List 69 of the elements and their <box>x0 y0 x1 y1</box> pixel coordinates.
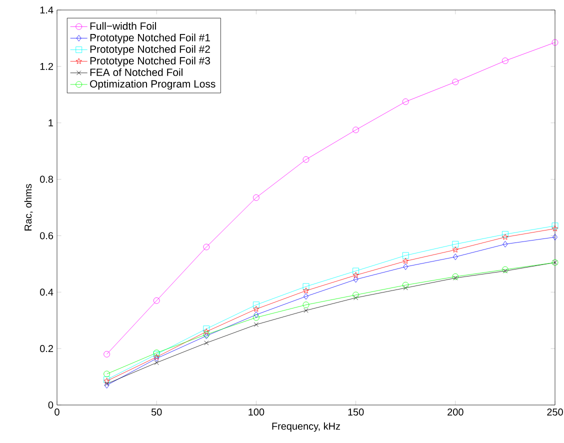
point <box>552 39 558 46</box>
y-tick-label: 1.4 <box>40 6 54 14</box>
point <box>302 156 310 163</box>
legend-label: FEA of Notched Foil <box>90 68 182 76</box>
point <box>253 314 260 321</box>
x-axis-title: Frequency, kHz <box>272 422 340 432</box>
point <box>402 282 409 288</box>
point <box>304 293 308 300</box>
y-tick-label: 0.2 <box>40 345 53 352</box>
y-axis-title: Rac, ohms <box>24 184 33 230</box>
point <box>453 276 458 280</box>
x-tick-label: 200 <box>448 408 464 416</box>
legend-label: Optimization Program Loss <box>90 80 216 90</box>
y-tick-label: 1 <box>48 119 53 126</box>
point <box>452 78 459 86</box>
x-tick-label: 100 <box>248 408 264 416</box>
point <box>352 292 359 298</box>
x-tick-label: 50 <box>151 408 162 416</box>
point <box>352 268 359 274</box>
x-tick-label: 150 <box>348 408 364 416</box>
point <box>153 297 160 304</box>
legend-label: Prototype Notched Foil #1 <box>90 34 210 44</box>
point <box>254 322 259 327</box>
point <box>452 246 458 252</box>
point <box>104 351 110 358</box>
point <box>353 295 358 300</box>
point <box>304 308 308 313</box>
point <box>352 272 359 278</box>
y-tick-label: 0.8 <box>40 176 54 183</box>
point <box>452 273 459 280</box>
point <box>502 231 508 238</box>
point <box>352 126 359 134</box>
point <box>302 283 310 290</box>
point <box>254 312 259 318</box>
point <box>552 234 558 240</box>
x-tick-label: 250 <box>547 408 563 416</box>
point <box>104 370 110 378</box>
point <box>502 240 508 248</box>
point <box>403 286 408 290</box>
point <box>402 98 409 105</box>
point <box>452 240 459 248</box>
legend-label: Full−width Foil <box>90 22 156 30</box>
point <box>204 340 209 346</box>
point <box>253 194 260 201</box>
point <box>403 264 408 270</box>
point <box>302 288 310 294</box>
y-tick-label: 0.6 <box>40 232 54 240</box>
legend-label: Prototype Notched Foil #2 <box>90 45 210 55</box>
point <box>302 302 310 308</box>
point <box>253 302 260 308</box>
point <box>402 252 409 259</box>
y-tick-label: 0.4 <box>40 288 54 296</box>
point <box>203 328 210 334</box>
point <box>552 225 558 232</box>
point <box>552 222 558 230</box>
point <box>502 266 508 273</box>
point <box>502 58 508 64</box>
x-tick-label: 0 <box>54 408 60 416</box>
point <box>253 306 260 312</box>
point <box>203 244 210 250</box>
point <box>402 258 409 264</box>
point <box>502 268 508 274</box>
y-tick-label: 0 <box>48 401 54 409</box>
point <box>154 360 159 365</box>
legend-label: Prototype Notched Foil #3 <box>90 56 210 67</box>
y-tick-label: 1.2 <box>40 62 53 70</box>
point <box>353 276 358 283</box>
point <box>452 254 458 260</box>
point <box>502 234 508 240</box>
